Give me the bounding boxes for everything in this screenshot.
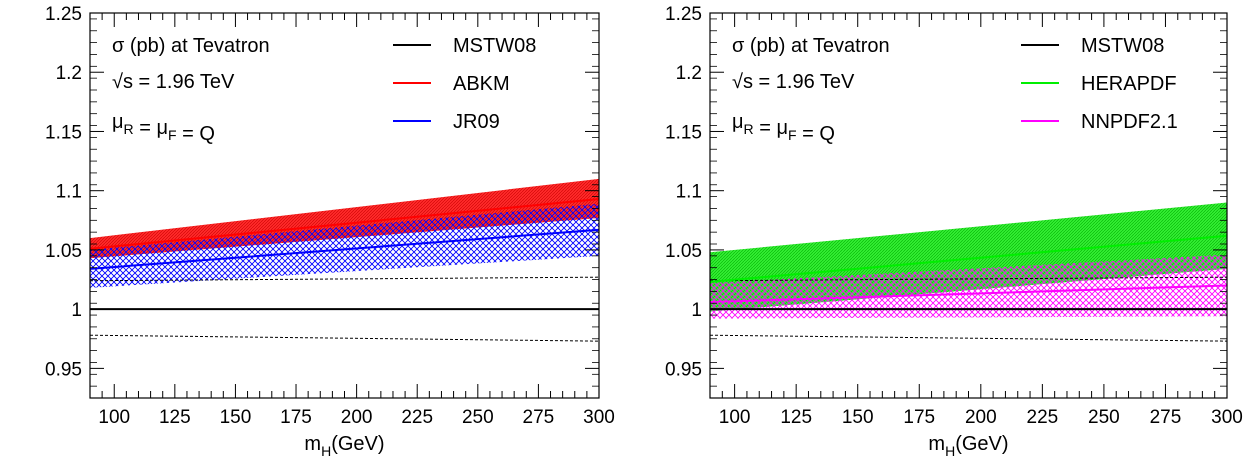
band-jr09 — [90, 203, 599, 288]
x-axis-label: mH(GeV) — [928, 433, 1008, 459]
x-tick-label: 175 — [280, 407, 312, 428]
central-line-nnpdf2.1 — [709, 284, 1228, 304]
central-line-herapdf — [709, 234, 1228, 283]
y-tick-label: 1.15 — [665, 122, 702, 143]
y-tick-label: 1.1 — [676, 182, 702, 203]
central-line-abkm — [89, 197, 600, 250]
annotation-scale: μR = μF = Q — [732, 111, 835, 145]
annotation-energy: √s = 1.96 TeV — [112, 71, 235, 93]
x-tick-label: 225 — [401, 407, 433, 428]
x-tick-label: 300 — [583, 407, 615, 428]
annotation-process: σ (pb) at Tevatron — [732, 35, 890, 57]
legend-label-jr09: JR09 — [453, 111, 500, 133]
x-tick-label: 250 — [1088, 407, 1120, 428]
x-tick-label: 250 — [462, 407, 494, 428]
annotation-energy: √s = 1.96 TeV — [732, 71, 855, 93]
band-abkm — [90, 178, 599, 259]
chart-panel-1: 0.95 1 1.05 1.1 1.15 1.2 1.25 100 125 150 175 200 22… — [45, 4, 615, 459]
mstw08-band-lower — [89, 334, 600, 342]
x-tick-label: 100 — [98, 407, 130, 428]
x-tick-label: 225 — [1027, 407, 1059, 428]
legend-label-abkm: ABKM — [453, 73, 510, 95]
x-axis-label: mH(GeV) — [304, 433, 384, 459]
y-tick-label: 1.2 — [56, 63, 82, 84]
x-tick-label: 150 — [220, 407, 252, 428]
y-tick-label: 0.95 — [665, 359, 702, 380]
x-tick-label: 100 — [719, 407, 751, 428]
legend-label-herapdf: HERAPDF — [1081, 73, 1177, 95]
y-tick-label: 1.1 — [56, 182, 82, 203]
annotation-process: σ (pb) at Tevatron — [112, 35, 270, 57]
y-tick-label: 1.05 — [45, 241, 82, 262]
x-tick-label: 275 — [1150, 407, 1182, 428]
y-tick-label: 1.25 — [45, 4, 82, 25]
x-tick-label: 300 — [1211, 407, 1243, 428]
x-tick-label: 200 — [341, 407, 373, 428]
x-tick-label: 150 — [842, 407, 874, 428]
legend-label-mstw08: MSTW08 — [1081, 35, 1164, 57]
legend-label-nnpdf2.1: NNPDF2.1 — [1081, 111, 1178, 133]
y-tick-label: 0.95 — [45, 359, 82, 380]
y-tick-label: 1.15 — [45, 122, 82, 143]
x-tick-label: 125 — [780, 407, 812, 428]
x-tick-label: 275 — [523, 407, 555, 428]
legend-label-mstw08: MSTW08 — [453, 35, 536, 57]
mstw08-band-lower — [709, 334, 1228, 342]
y-tick-label: 1.05 — [665, 241, 702, 262]
y-tick-label: 1 — [71, 300, 82, 321]
y-tick-label: 1 — [691, 300, 702, 321]
annotation-scale: μR = μF = Q — [112, 111, 215, 145]
chart-panel-2: 0.95 1 1.05 1.1 1.15 1.2 1.25 100 125 150 175 200 22… — [665, 4, 1243, 459]
central-line-jr09 — [89, 228, 600, 270]
mstw08-band-upper — [709, 276, 1228, 282]
x-tick-label: 175 — [903, 407, 935, 428]
y-tick-label: 1.25 — [665, 4, 702, 25]
band-nnpdf2.1 — [710, 254, 1227, 319]
y-tick-label: 1.2 — [676, 63, 702, 84]
x-tick-label: 200 — [965, 407, 997, 428]
x-tick-label: 125 — [159, 407, 191, 428]
